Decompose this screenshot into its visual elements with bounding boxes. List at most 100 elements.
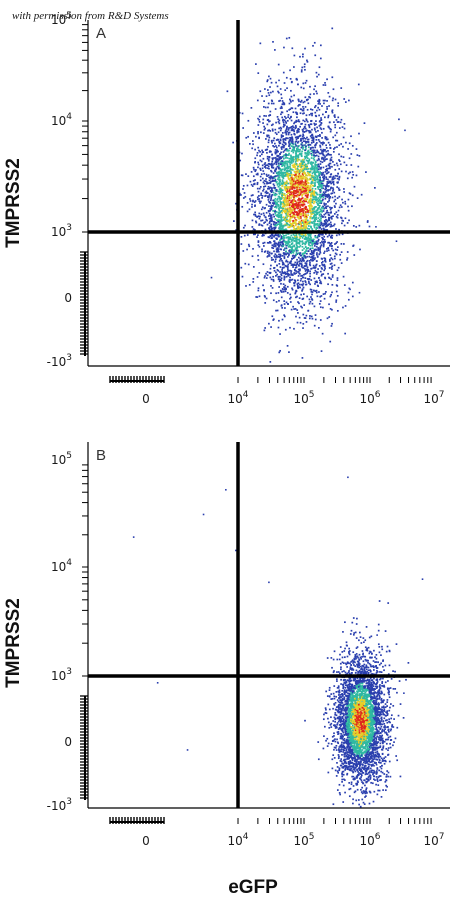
event-dot xyxy=(285,196,287,199)
event-dot xyxy=(293,147,296,149)
event-dot xyxy=(355,174,358,177)
event-dot xyxy=(274,178,277,181)
event-dot xyxy=(382,677,384,680)
event-dot xyxy=(307,237,309,240)
event-dot xyxy=(311,211,314,214)
event-dot xyxy=(292,159,295,161)
event-dot xyxy=(278,100,280,102)
event-dot xyxy=(295,121,298,123)
event-dot xyxy=(311,192,314,195)
event-dot xyxy=(312,151,315,154)
event-dot xyxy=(285,210,287,212)
event-dot xyxy=(284,209,286,212)
event-dot xyxy=(344,217,347,220)
event-dot xyxy=(334,243,336,245)
event-dot xyxy=(305,314,308,317)
event-dot xyxy=(260,213,263,216)
event-dot xyxy=(270,196,273,198)
event-dot xyxy=(317,207,319,210)
event-dot xyxy=(326,105,328,108)
event-dot xyxy=(283,174,285,177)
event-dot xyxy=(360,193,363,196)
event-dot xyxy=(303,183,306,185)
event-dot xyxy=(319,44,322,47)
event-dot xyxy=(324,221,327,223)
event-dot xyxy=(311,243,313,246)
event-dot xyxy=(331,245,333,247)
event-dot xyxy=(314,164,317,167)
event-dot xyxy=(312,161,315,164)
event-dot xyxy=(309,135,312,137)
event-dot xyxy=(301,284,304,287)
event-dot xyxy=(369,775,372,777)
event-dot xyxy=(300,146,303,149)
event-dot xyxy=(281,143,284,146)
event-dot xyxy=(290,162,293,164)
event-dot xyxy=(314,54,317,57)
event-dot xyxy=(320,202,323,205)
event-dot xyxy=(317,249,320,252)
event-dot xyxy=(294,248,297,251)
event-dot xyxy=(346,257,349,259)
event-dot xyxy=(254,211,257,214)
event-dot xyxy=(335,290,338,293)
event-dot xyxy=(320,193,323,196)
event-dot xyxy=(298,233,301,235)
event-dot xyxy=(292,305,294,308)
event-dot xyxy=(322,227,325,230)
event-dot xyxy=(325,229,328,231)
event-dot xyxy=(296,285,299,288)
event-dot xyxy=(313,277,316,280)
event-dot xyxy=(293,163,296,166)
event-dot xyxy=(318,108,321,111)
event-dot xyxy=(336,139,339,142)
event-dot xyxy=(332,178,335,180)
event-dot xyxy=(305,186,308,188)
event-dot xyxy=(332,215,334,218)
event-dot xyxy=(274,258,277,261)
event-dot xyxy=(311,293,313,296)
event-dot xyxy=(306,227,309,230)
event-dot xyxy=(313,167,315,170)
event-dot xyxy=(262,170,265,172)
event-dot xyxy=(305,272,307,275)
event-dot xyxy=(254,213,257,216)
event-dot xyxy=(294,194,296,197)
event-dot xyxy=(381,739,383,741)
event-dot xyxy=(291,142,294,145)
event-dot xyxy=(282,146,284,148)
event-dot xyxy=(333,704,336,706)
event-dot xyxy=(336,146,338,148)
event-dot xyxy=(279,169,282,171)
event-dot xyxy=(305,215,308,218)
event-dot xyxy=(289,187,292,190)
event-dot xyxy=(318,291,320,293)
event-dot xyxy=(280,105,283,108)
event-dot xyxy=(281,107,283,109)
event-dot xyxy=(278,156,281,159)
event-dot xyxy=(286,202,288,205)
event-dot xyxy=(333,716,336,719)
event-dot xyxy=(278,209,281,211)
event-dot xyxy=(259,42,262,45)
event-dot xyxy=(254,215,257,217)
event-dot xyxy=(251,203,253,206)
event-dot xyxy=(339,163,342,166)
event-dot xyxy=(299,220,301,223)
event-dot xyxy=(262,132,265,134)
event-dot xyxy=(278,188,281,191)
event-dot xyxy=(274,131,277,134)
event-dot xyxy=(268,114,270,117)
event-dot xyxy=(297,284,299,287)
event-dot xyxy=(307,241,310,244)
event-dot xyxy=(327,272,329,275)
event-dot xyxy=(286,344,289,347)
event-dot xyxy=(307,250,310,252)
event-dot xyxy=(307,214,309,217)
event-dot xyxy=(261,177,264,180)
event-dot xyxy=(279,129,282,132)
event-dot xyxy=(285,204,288,206)
event-dot xyxy=(316,256,319,258)
event-dot xyxy=(318,220,321,223)
event-dot xyxy=(270,191,273,193)
